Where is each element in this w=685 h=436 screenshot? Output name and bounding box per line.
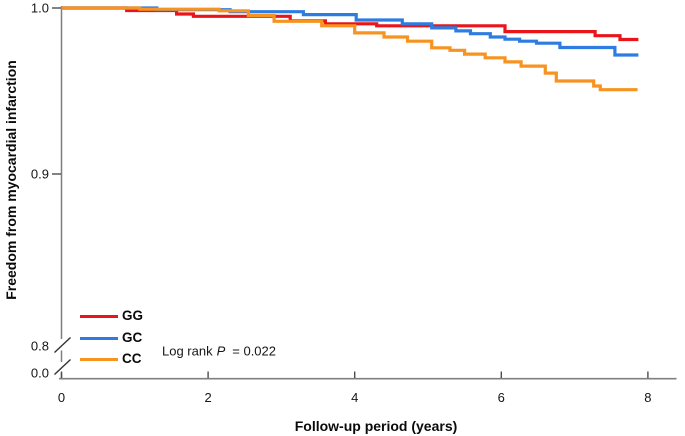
x-axis-title: Follow-up period (years) [294, 418, 458, 434]
legend-label-cc: CC [122, 351, 142, 366]
logrank-text-pre: Log rank [162, 343, 213, 359]
legend-swatch-gc [80, 336, 118, 340]
legend-label-gc: GC [122, 329, 143, 345]
logrank-annotation: Log rank P = 0.022 [162, 344, 276, 359]
x-tick-label: 6 [497, 390, 505, 405]
legend-label-gg: GG [122, 308, 144, 323]
x-tick-label: 0 [57, 390, 66, 405]
x-tick-label: 4 [351, 390, 359, 405]
legend-swatch-cc [80, 358, 118, 362]
y-tick-label: 1.0 [30, 0, 49, 16]
legend-swatch-gg [80, 315, 118, 319]
x-tick-label: 2 [204, 390, 212, 405]
y-tick-label: 0.9 [30, 166, 49, 182]
km-curve-cc [61, 6, 638, 92]
km-curve-gg [61, 6, 639, 42]
x-tick-label: 8 [644, 390, 652, 405]
axis-break-slash-upper [54, 336, 71, 354]
y-axis-title: Freedom from myocardial infarction [3, 60, 19, 300]
km-curve-gc [61, 6, 639, 57]
logrank-p-value: = 0.022 [232, 343, 277, 359]
axis-break-slash-lower [54, 358, 71, 376]
y-tick-label: 0.0 [30, 365, 49, 380]
logrank-p-symbol: P [216, 343, 226, 359]
y-tick-label: 0.8 [30, 338, 49, 354]
